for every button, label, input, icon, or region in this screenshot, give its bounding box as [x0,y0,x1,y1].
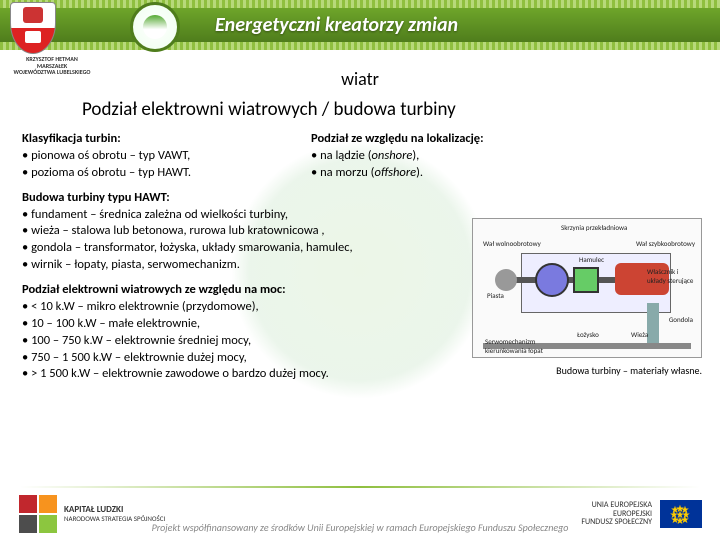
logo-lubelskie-shield [10,2,56,54]
moc-item-4: > 1 500 k.W – elektrownie zawodowe o bar… [31,366,329,381]
budowa-item-0: fundament – średnica zależna od wielkośc… [31,207,288,222]
budowa-title: Budowa turbiny typu HAWT: [22,190,170,205]
klas-item-0: pionowa oś obrotu – typ VAWT, [31,148,190,163]
shield-icon [10,2,56,54]
header-title: Energetyczni kreatorzy zmian [215,13,458,37]
moc-item-2: 100 – 750 k.W – elektrownie średniej moc… [31,333,251,348]
two-columns: Klasyfikacja turbin: • pionowa oś obrotu… [22,131,698,182]
budowa-item-3: wirnik – łopaty, piasta, serwomechanizm. [31,257,240,272]
header-stripe-bottom [0,42,720,50]
marszalek-caption: KRZYSZTOF HETMAN MARSZAŁEK WOJEWÓDZTWA L… [2,56,102,76]
lok-item-1: na morzu (offshore). [320,165,423,180]
lok-title: Podział ze względu na lokalizację: [311,131,484,146]
col-lokalizacja: Podział ze względu na lokalizację: • na … [311,131,484,182]
moc-item-0: < 10 k.W – mikro elektrownie (przydomowe… [31,299,259,314]
budowa-item-1: wieża – stalowa lub betonowa, rurowa lub… [31,223,324,238]
header: Energetyczni kreatorzy zmian KRZYSZTOF H… [0,0,720,58]
topic: wiatr [22,68,698,90]
block-moc: Podział elektrowni wiatrowych ze względu… [22,282,452,383]
kl-square-1 [19,495,37,513]
col-klasyfikacja: Klasyfikacja turbin: • pionowa oś obrotu… [22,131,191,182]
moc-item-3: 750 – 1 500 k.W – elektrownie dużej mocy… [31,350,247,365]
footer-project-line: Projekt współfinansowany ze środków Unii… [0,521,720,534]
leaf-icon [143,15,167,39]
klas-item-1: pozioma oś obrotu – typ HAWT. [31,165,191,180]
kl-square-2 [39,495,57,513]
block-budowa: Budowa turbiny typu HAWT: • fundament – … [22,190,452,274]
logo-program-round [130,2,180,52]
lok-item-0: na lądzie (onshore), [320,148,419,163]
subheading: Podział elektrowni wiatrowych / budowa t… [82,98,698,121]
header-bar: Energetyczni kreatorzy zmian [0,8,720,42]
moc-item-1: 10 – 100 k.W – małe elektrownie, [31,316,200,331]
marszalek-line3: WOJEWÓDZTWA LUBELSKIEGO [2,69,102,76]
moc-title: Podział elektrowni wiatrowych ze względu… [22,282,286,297]
content: wiatr Podział elektrowni wiatrowych / bu… [0,58,720,383]
budowa-item-2: gondola – transformator, łożyska, układy… [31,240,353,255]
klas-title: Klasyfikacja turbin: [22,131,121,146]
header-stripe-top [0,0,720,8]
